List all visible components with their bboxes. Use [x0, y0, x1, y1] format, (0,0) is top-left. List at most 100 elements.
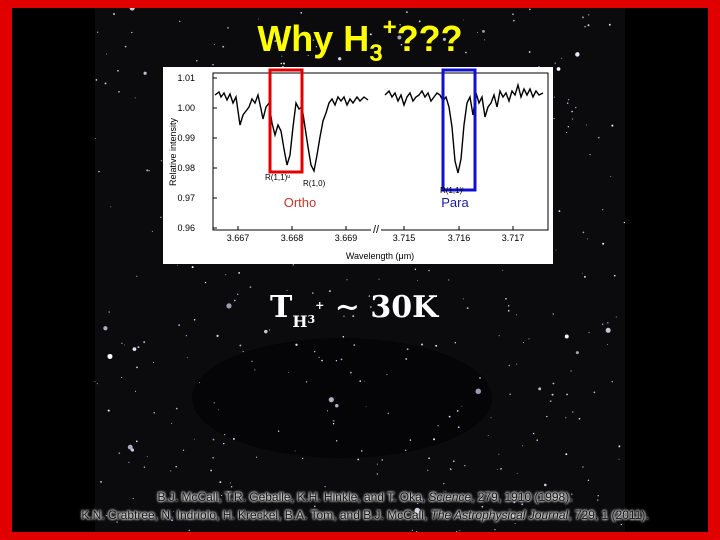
star — [466, 307, 469, 310]
star — [364, 380, 365, 382]
star — [582, 466, 584, 468]
para-box — [441, 68, 477, 192]
star — [151, 230, 153, 232]
star — [328, 290, 331, 293]
star — [490, 417, 492, 419]
star — [516, 314, 517, 316]
star — [129, 8, 135, 11]
star — [300, 12, 303, 14]
star — [353, 344, 356, 346]
title-suffix: ??? — [396, 18, 463, 59]
star — [593, 391, 596, 394]
star — [538, 66, 540, 68]
star — [572, 411, 574, 413]
star — [608, 23, 611, 26]
star — [581, 272, 583, 274]
star — [107, 353, 113, 359]
star — [448, 279, 450, 281]
star — [257, 18, 259, 20]
star — [218, 409, 220, 411]
star — [219, 481, 222, 484]
star — [452, 460, 455, 463]
star — [104, 82, 107, 85]
star — [549, 400, 552, 402]
star — [462, 298, 464, 300]
star — [332, 423, 335, 425]
ortho-box — [268, 68, 304, 174]
star — [118, 90, 120, 93]
star — [395, 305, 398, 307]
star — [376, 473, 379, 475]
star — [528, 338, 530, 340]
eq-subscript: H — [292, 312, 308, 331]
y-tick-label: 0.99 — [177, 133, 195, 143]
star — [414, 507, 421, 514]
star — [570, 370, 572, 372]
star — [146, 456, 148, 458]
star — [465, 51, 467, 54]
star — [464, 465, 466, 467]
star — [368, 295, 370, 297]
star — [117, 69, 119, 72]
star — [124, 45, 127, 48]
star — [405, 358, 408, 360]
star — [620, 523, 622, 526]
star — [487, 435, 489, 437]
star — [268, 329, 271, 331]
star — [567, 99, 570, 101]
star — [597, 136, 600, 139]
star — [173, 511, 174, 512]
star — [456, 531, 458, 532]
star — [94, 381, 96, 383]
star — [400, 43, 403, 46]
star — [340, 358, 343, 361]
star — [418, 20, 421, 23]
star — [212, 438, 215, 441]
x-tick-label: 3.717 — [502, 233, 525, 243]
star — [176, 264, 178, 266]
star — [397, 35, 402, 40]
star — [343, 315, 345, 317]
star — [428, 457, 430, 460]
star — [556, 67, 561, 71]
star — [386, 374, 388, 376]
star — [514, 523, 516, 525]
ref-authors: K.N. Crabtree, N. Indriolo, H. Kreckel, … — [81, 508, 431, 522]
star — [238, 272, 241, 274]
star — [100, 481, 102, 483]
star — [528, 51, 531, 53]
star — [136, 275, 138, 277]
star — [137, 346, 140, 349]
star — [522, 341, 525, 344]
star — [538, 387, 542, 391]
star — [196, 60, 198, 62]
dark-nebula — [192, 338, 492, 458]
star — [502, 269, 504, 271]
star — [582, 231, 585, 234]
star — [179, 20, 181, 23]
star — [315, 46, 317, 48]
star — [277, 430, 280, 432]
star — [487, 495, 489, 497]
star — [509, 393, 511, 396]
star — [552, 382, 555, 385]
reference: K.N. Crabtree, N. Indriolo, H. Kreckel, … — [0, 506, 720, 524]
star — [286, 289, 288, 292]
star — [602, 323, 604, 325]
star — [555, 249, 557, 251]
star — [512, 19, 515, 22]
star — [178, 324, 181, 327]
star — [295, 343, 298, 346]
star — [623, 221, 626, 224]
star — [222, 45, 225, 48]
star — [505, 297, 507, 300]
spectrum-line — [214, 90, 369, 174]
star — [575, 106, 577, 109]
star — [335, 403, 339, 408]
x-tick-label: 3.669 — [335, 233, 358, 243]
star — [336, 440, 338, 442]
star — [391, 499, 393, 501]
star — [132, 347, 137, 351]
star — [508, 305, 510, 307]
star — [564, 334, 569, 339]
